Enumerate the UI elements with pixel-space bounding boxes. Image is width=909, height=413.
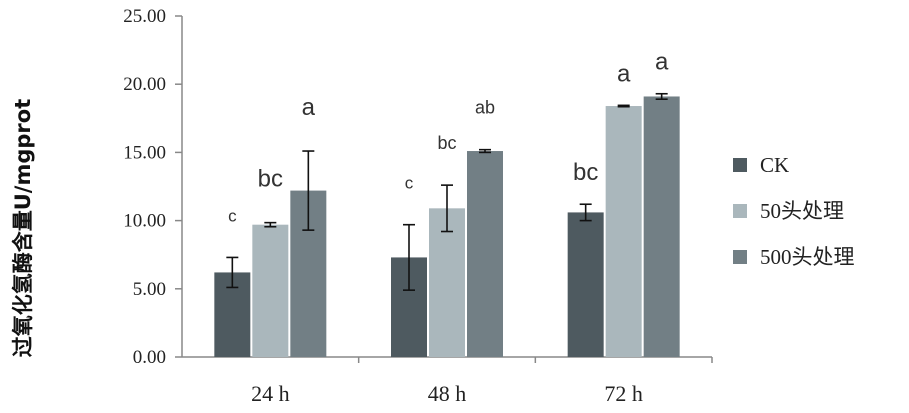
bar (605, 106, 642, 357)
significance-letter: a (617, 60, 631, 87)
legend-swatch (733, 158, 747, 172)
y-tick-label: 20.00 (123, 74, 166, 95)
y-tick-label: 10.00 (123, 211, 166, 232)
legend-label: 500头处理 (760, 245, 855, 269)
y-axis-label: 过氧化氢酶含量U/mgprot (11, 99, 35, 358)
significance-letter: a (655, 49, 669, 76)
bar (567, 212, 604, 357)
significance-letter: c (405, 174, 414, 193)
y-tick-label: 0.00 (133, 347, 166, 368)
significance-letter: ab (475, 98, 495, 118)
significance-letter: bc (258, 166, 283, 193)
y-tick-label: 5.00 (133, 279, 166, 300)
significance-letter: c (228, 206, 237, 225)
x-tick-label: 48 h (428, 381, 467, 406)
bar (643, 96, 680, 357)
significance-letter: bc (437, 133, 456, 153)
legend-swatch (733, 204, 747, 218)
legend-label: CK (760, 153, 789, 177)
y-tick-label: 15.00 (123, 142, 166, 163)
legend-label: 50头处理 (760, 199, 844, 223)
y-tick-label: 25.00 (123, 6, 166, 27)
significance-letter: a (302, 94, 316, 121)
bar (467, 151, 503, 357)
bar (429, 208, 465, 357)
x-tick-label: 24 h (251, 381, 290, 406)
bar (252, 224, 289, 357)
legend-swatch (733, 250, 747, 264)
significance-letter: bc (573, 159, 598, 186)
x-tick-label: 72 h (604, 381, 643, 406)
legend: CK 50头处理 500头处理 (733, 153, 855, 269)
